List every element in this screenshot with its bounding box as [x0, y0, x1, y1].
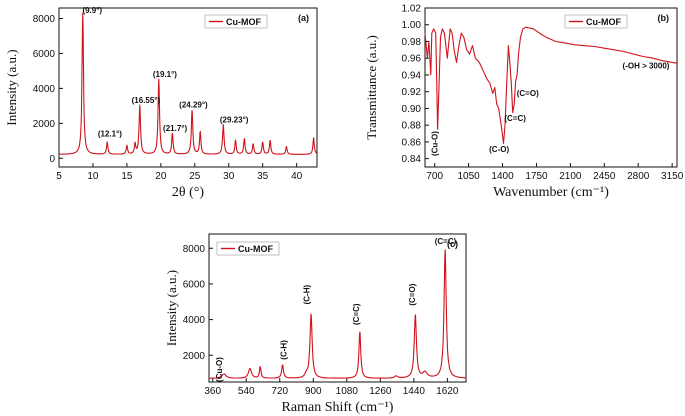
- chart-panel-0: 5 10 15 20 25 30 35 40 0 2000 4000 6000 8000 2θ (°) In…: [4, 6, 318, 200]
- legend-box: [204, 14, 268, 29]
- y-tick-label: 2000: [33, 119, 56, 130]
- y-tick-label: 0.86: [402, 137, 422, 148]
- legend: Cu-MOF: [216, 241, 280, 256]
- y-tick-label: 0: [49, 154, 55, 165]
- x-tick-label: 2800: [627, 171, 650, 182]
- legend-label: Cu-MOF: [226, 17, 261, 27]
- x-tick-label: 2100: [559, 171, 582, 182]
- x-tick-label: 1260: [369, 386, 392, 397]
- x-tick-label: 1750: [525, 171, 548, 182]
- y-axis-label: Intensity (a.u.): [4, 49, 19, 125]
- y-tick-label: 0.90: [402, 104, 422, 115]
- plot-frame: [424, 7, 678, 168]
- y-tick-label: 8000: [183, 244, 206, 255]
- series-line: [208, 249, 467, 379]
- legend-label: Cu-MOF: [238, 244, 273, 254]
- y-tick-label: 6000: [33, 49, 56, 60]
- x-tick-label: 1400: [491, 171, 514, 182]
- x-tick-label: 540: [238, 386, 255, 397]
- y-tick-label: 0.84: [402, 154, 422, 165]
- peak-annotation: (9.9°): [82, 6, 102, 15]
- legend-box: [564, 14, 628, 29]
- chart-panel-2: 360 540 720 900 1080 1260 1440 1620 2000 4000 6000…: [164, 233, 467, 415]
- peak-annotation: (16.55°): [132, 96, 161, 105]
- x-tick-label: 5: [56, 171, 62, 182]
- x-tick-label: 720: [271, 386, 288, 397]
- peak-annotation: (Cu-O): [430, 131, 439, 156]
- y-tick-label: 1.00: [402, 20, 422, 31]
- y-tick-label: 0.96: [402, 54, 422, 65]
- y-tick-label: 4000: [33, 84, 56, 95]
- peak-annotation: (-OH > 3000): [623, 61, 670, 70]
- series-line: [424, 26, 678, 145]
- y-tick-label: 0.94: [402, 70, 422, 81]
- peak-annotation: (C=C): [435, 237, 457, 246]
- x-tick-label: 15: [121, 171, 133, 182]
- peak-annotation: (21.7°): [163, 124, 187, 133]
- y-tick-label: 4000: [183, 315, 206, 326]
- x-tick-label: 20: [155, 171, 167, 182]
- plot-frame: [58, 7, 318, 168]
- legend: Cu-MOF: [564, 14, 628, 29]
- y-tick-label: 8000: [33, 14, 56, 25]
- peak-annotation: (C=O): [408, 283, 417, 305]
- peak-annotation: (24.29°): [179, 101, 208, 110]
- peak-annotation: (C=O): [517, 89, 539, 98]
- x-tick-label: 1080: [336, 386, 359, 397]
- legend-label: Cu-MOF: [586, 17, 621, 27]
- y-tick-label: 1.02: [402, 4, 422, 15]
- y-tick-label: 0.88: [402, 121, 422, 132]
- legend-box: [216, 241, 280, 256]
- y-tick-label: 0.92: [402, 87, 422, 98]
- x-tick-label: 360: [204, 386, 221, 397]
- peak-annotation: (Cu-O): [215, 357, 224, 382]
- peak-annotation: (19.1°): [153, 70, 177, 79]
- x-tick-label: 3150: [661, 171, 684, 182]
- x-axis-label: Wavenumber (cm⁻¹): [493, 185, 609, 200]
- x-tick-label: 10: [87, 171, 99, 182]
- y-axis-label: Intensity (a.u.): [164, 270, 179, 346]
- plot-frame: [208, 233, 467, 383]
- peak-annotation: (C=C): [352, 303, 361, 325]
- panel-label: (b): [658, 13, 670, 23]
- x-tick-label: 1620: [436, 386, 459, 397]
- y-tick-label: 0.98: [402, 37, 422, 48]
- panel-label: (c): [447, 239, 458, 249]
- x-axis-label: 2θ (°): [172, 185, 204, 200]
- y-tick-label: 2000: [183, 351, 206, 362]
- x-tick-label: 1050: [457, 171, 480, 182]
- y-tick-label: 6000: [183, 279, 206, 290]
- x-tick-label: 700: [426, 171, 443, 182]
- x-tick-label: 25: [189, 171, 201, 182]
- peak-annotation: (C-H): [279, 340, 288, 360]
- peak-annotation: (C=C): [504, 114, 526, 123]
- chart-panel-1: 700 1050 1400 1750 2100 2450 2800 3150 0.84 0.86 0…: [364, 4, 684, 201]
- x-tick-label: 40: [291, 171, 303, 182]
- x-tick-label: 900: [305, 386, 322, 397]
- peak-annotation: (C-O): [489, 145, 509, 154]
- x-axis-label: Raman Shift (cm⁻¹): [282, 400, 394, 415]
- peak-annotation: (12.1°): [98, 129, 122, 138]
- x-tick-label: 1440: [403, 386, 426, 397]
- x-tick-label: 2450: [593, 171, 616, 182]
- series-line: [58, 12, 318, 155]
- x-tick-label: 35: [257, 171, 269, 182]
- peak-annotation: (C-H): [303, 285, 312, 305]
- panel-label: (a): [298, 13, 309, 23]
- peak-annotation: (29.23°): [220, 115, 249, 124]
- y-axis-label: Transmittance (a.u.): [364, 35, 379, 140]
- legend: Cu-MOF: [204, 14, 268, 29]
- x-tick-label: 30: [223, 171, 235, 182]
